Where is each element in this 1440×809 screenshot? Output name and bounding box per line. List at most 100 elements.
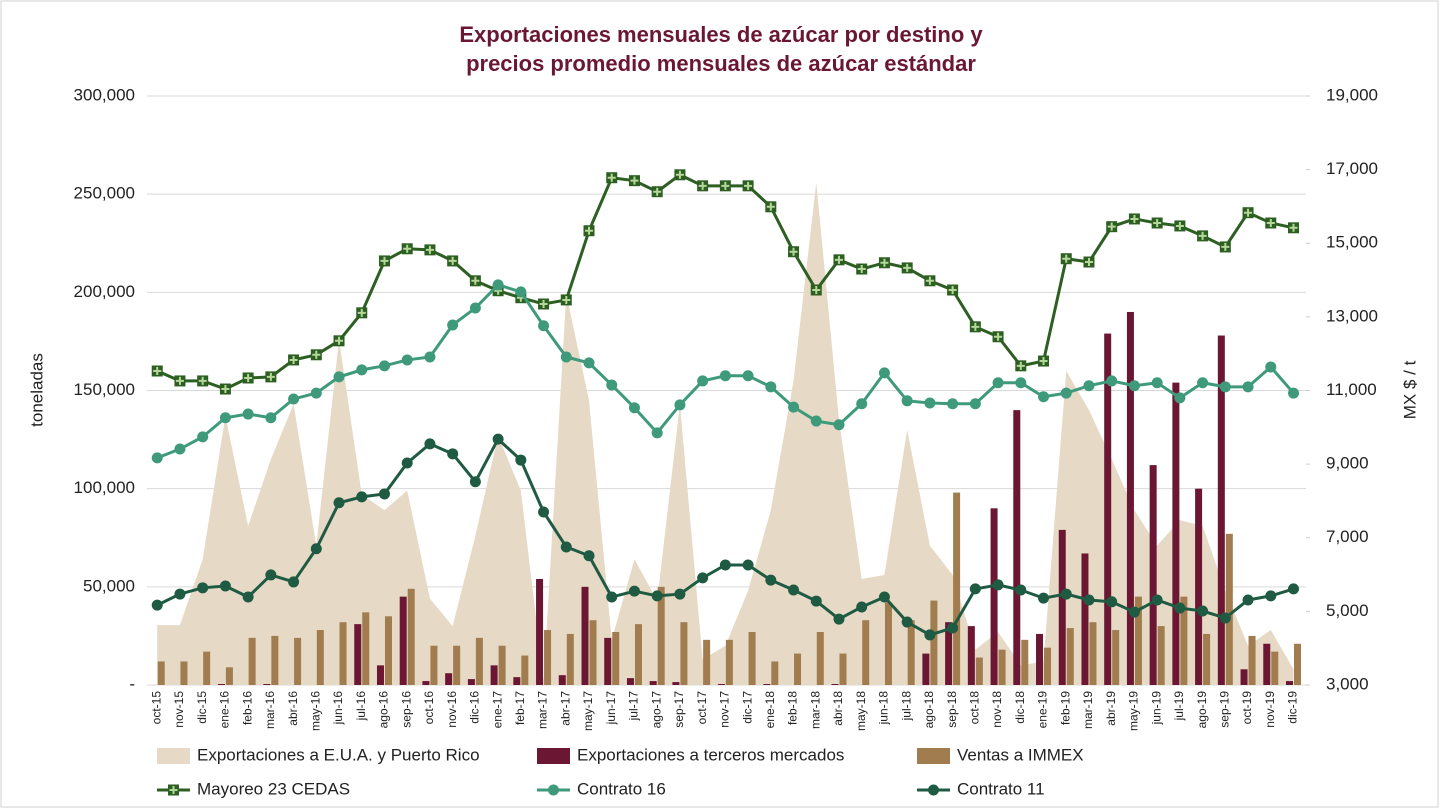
marker (1083, 380, 1095, 392)
marker (265, 412, 277, 424)
bar (967, 626, 975, 685)
x-tick-label: dic-17 (740, 691, 754, 724)
marker (742, 180, 754, 192)
marker (947, 284, 959, 296)
marker (833, 419, 845, 431)
marker (242, 408, 254, 420)
marker-plus (1062, 254, 1071, 263)
x-tick-label: jul-16 (354, 691, 368, 722)
y2-axis-title: MX $ / t (1400, 360, 1419, 419)
marker-plus (1107, 222, 1116, 231)
bar (862, 620, 870, 685)
marker (219, 383, 231, 395)
marker-plus (789, 247, 798, 256)
bar (945, 622, 953, 685)
marker (288, 576, 300, 588)
marker (1288, 222, 1300, 234)
marker (856, 398, 868, 410)
marker (697, 572, 709, 584)
legend-label: Ventas a IMMEX (957, 745, 1084, 764)
bar (1126, 311, 1134, 685)
x-tick-label: ene-18 (763, 691, 777, 729)
marker (265, 371, 277, 383)
marker (447, 319, 459, 331)
marker (265, 569, 277, 581)
marker (651, 186, 663, 198)
marker (1151, 217, 1163, 229)
marker-plus (1016, 361, 1025, 370)
x-tick-label: abr-18 (831, 691, 845, 726)
y2-tick-label: 3,000 (1326, 674, 1369, 693)
x-tick-label: ene-16 (218, 691, 232, 729)
marker (424, 244, 436, 256)
x-tick-label: ago-19 (1195, 691, 1209, 729)
bar (748, 631, 756, 685)
bar (953, 492, 961, 685)
bar (490, 665, 498, 685)
marker (401, 243, 413, 255)
x-tick-label: feb-18 (786, 691, 800, 725)
bar (930, 600, 938, 685)
marker (924, 275, 936, 287)
marker (492, 433, 504, 445)
y-tick-label: 250,000 (74, 184, 135, 203)
bar (1286, 681, 1294, 685)
x-tick-label: mar-19 (1081, 691, 1095, 729)
bar (271, 635, 279, 685)
bar (680, 622, 688, 685)
marker (356, 364, 368, 376)
marker (947, 398, 959, 410)
bar (672, 682, 680, 685)
x-tick-label: jun-19 (1149, 691, 1163, 726)
marker-plus (607, 173, 616, 182)
marker (197, 582, 209, 594)
marker (606, 379, 618, 391)
marker (901, 395, 913, 407)
bar (475, 637, 483, 685)
marker (1151, 594, 1163, 606)
marker-plus (1221, 242, 1230, 251)
marker (1219, 612, 1231, 624)
x-tick-label: may-18 (854, 691, 868, 731)
area (157, 182, 1294, 686)
y2-tick-label: 5,000 (1326, 601, 1369, 620)
legend-label: Contrato 11 (957, 779, 1045, 798)
marker (1128, 213, 1140, 225)
marker-plus (630, 176, 639, 185)
bar (1104, 333, 1112, 685)
x-tick-label: oct-15 (149, 691, 163, 725)
marker (333, 335, 345, 347)
x-tick-label: jun-16 (331, 691, 345, 726)
x-tick-label: nov-16 (445, 691, 459, 728)
x-tick-label: mar-16 (263, 691, 277, 729)
marker (856, 601, 868, 613)
bar (1089, 622, 1097, 685)
marker (1265, 361, 1277, 373)
marker (583, 225, 595, 237)
marker (606, 591, 618, 603)
bar (771, 661, 779, 685)
marker (151, 452, 163, 464)
bar (248, 637, 256, 685)
marker (810, 595, 822, 607)
marker (469, 275, 481, 287)
marker (1265, 590, 1277, 602)
marker-plus (1084, 258, 1093, 267)
marker (1128, 606, 1140, 618)
bar (399, 596, 407, 685)
marker (719, 370, 731, 382)
bar (581, 586, 589, 685)
bar (453, 645, 461, 685)
x-tick-label: mar-17 (536, 691, 550, 729)
bar (1058, 529, 1066, 685)
marker (1151, 377, 1163, 389)
x-tick-label: nov-18 (990, 691, 1004, 728)
bar (589, 620, 597, 685)
marker (674, 399, 686, 411)
marker (583, 550, 595, 562)
marker (583, 357, 595, 369)
marker (538, 298, 550, 310)
marker-plus (766, 202, 775, 211)
marker (810, 284, 822, 296)
marker (401, 457, 413, 469)
